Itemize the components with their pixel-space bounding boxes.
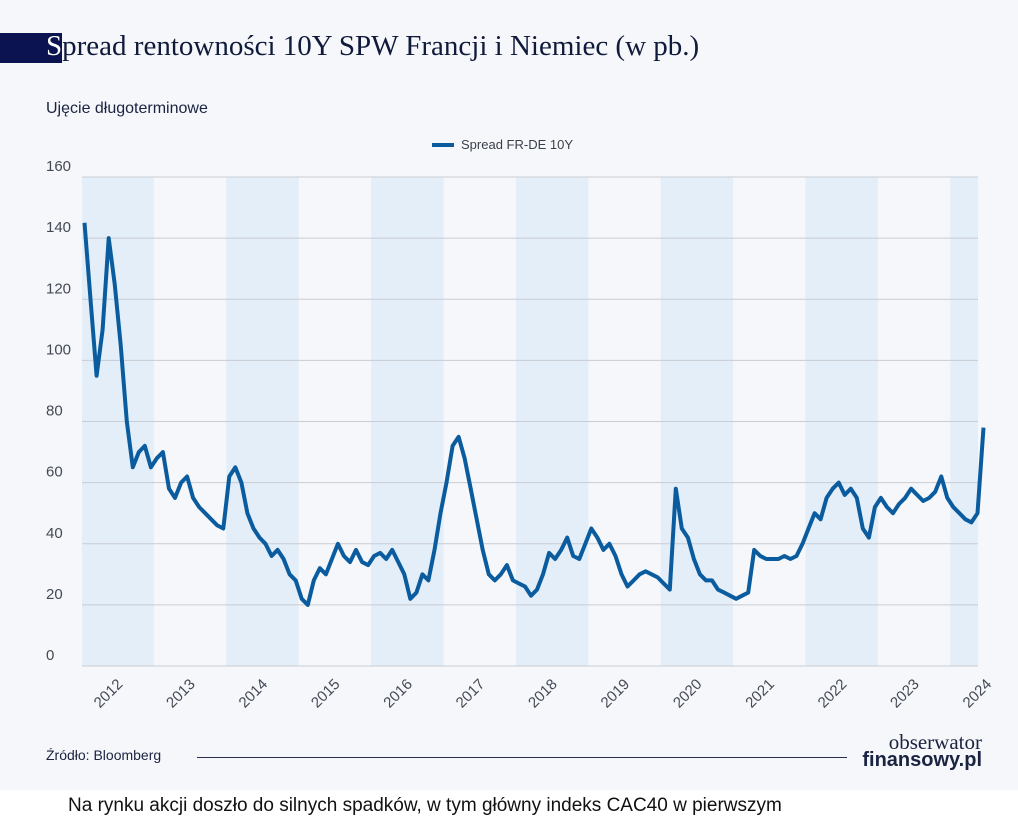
x-tick-label: 2013 [163, 676, 199, 712]
legend-label: Spread FR-DE 10Y [461, 137, 573, 152]
source-label: Źródło: Bloomberg [46, 747, 162, 763]
x-tick-label: 2019 [598, 676, 634, 712]
legend: Spread FR-DE 10Y [432, 137, 573, 152]
y-tick-label: 80 [46, 403, 63, 420]
y-tick-label: 140 [46, 219, 71, 236]
x-tick-label: 2020 [670, 676, 706, 712]
y-tick-label: 120 [46, 280, 71, 297]
title-first-letter: S [46, 30, 63, 62]
series-line-spread-fr-de-10y [82, 222, 986, 607]
logo: obserwator finansowy.pl [852, 730, 982, 771]
x-tick-label: 2022 [815, 676, 851, 712]
chart-svg: 0 20 40 60 80 100 120 140 160 2012 2013 2014 2015 201… [46, 158, 996, 712]
x-tick-label: 2021 [742, 676, 778, 712]
x-tick-label: 2018 [525, 676, 561, 712]
chart-panel: Spread rentowności 10Y SPW Francji i Nie… [0, 30, 996, 771]
chart-title: Spread rentowności 10Y SPW Francji i Nie… [46, 30, 699, 63]
x-tick-label: 2016 [380, 676, 416, 712]
title-accent-block [0, 33, 62, 63]
x-tick-label: 2012 [91, 676, 127, 712]
y-tick-label: 160 [46, 158, 71, 175]
y-tick-label: 100 [46, 341, 71, 358]
x-tick-label: 2014 [236, 676, 272, 712]
x-tick-label: 2015 [308, 676, 344, 712]
article-caption: Na rynku akcji doszło do silnych spadków… [68, 795, 782, 816]
chart-subtitle: Ujęcie długoterminowe [46, 100, 208, 117]
y-tick-label: 40 [46, 525, 63, 542]
legend-swatch [432, 142, 454, 147]
x-tick-label: 2023 [887, 676, 923, 712]
y-tick-label: 60 [46, 464, 63, 481]
logo-line1: obserwator [888, 730, 982, 754]
footer-rule [197, 757, 847, 758]
logo-line2: finansowy.pl [862, 749, 982, 771]
x-tick-label: 2024 [960, 676, 996, 712]
y-tick-label: 0 [46, 647, 54, 664]
title-rest: pread rentowności 10Y SPW Francji i Niem… [62, 30, 700, 62]
y-tick-label: 20 [46, 586, 63, 603]
x-tick-label: 2017 [453, 676, 489, 712]
